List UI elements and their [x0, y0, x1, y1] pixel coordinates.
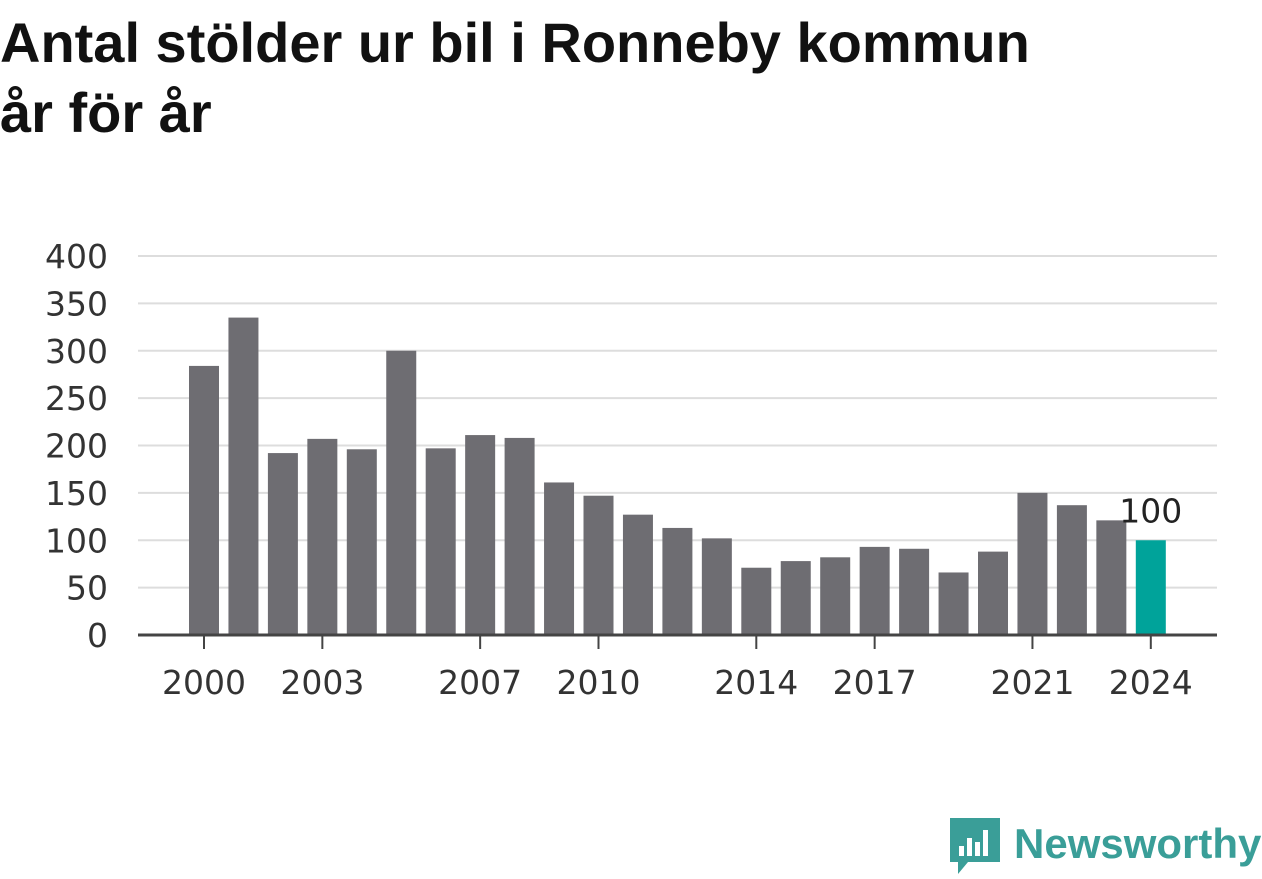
x-tick-label: 2024 — [1109, 663, 1193, 702]
y-tick-label: 350 — [45, 284, 108, 323]
newsworthy-logo: Newsworthy — [950, 818, 1261, 878]
y-tick-label: 0 — [87, 616, 108, 655]
bar-2021 — [1017, 492, 1048, 635]
bar-2000 — [189, 365, 219, 635]
bar-2015 — [780, 561, 811, 635]
y-tick-label: 100 — [45, 521, 108, 560]
bar-2010 — [583, 495, 614, 635]
x-tick-label: 2014 — [714, 663, 798, 702]
y-tick-label: 200 — [45, 427, 108, 466]
newsworthy-logo-icon — [950, 818, 1000, 874]
x-tick-label: 2000 — [162, 663, 246, 702]
y-tick-label: 300 — [45, 332, 108, 371]
bar-2007 — [465, 435, 496, 635]
gridlines — [138, 255, 1217, 589]
bar-2005 — [386, 350, 417, 635]
x-tick-label: 2007 — [438, 663, 522, 702]
y-axis-tick-labels: 0 50 100 150 200 250 300 350 400 — [45, 237, 108, 655]
x-tick-label: 2010 — [557, 663, 641, 702]
bar-2013 — [701, 538, 732, 635]
bar-2001 — [228, 317, 259, 635]
bar-2003 — [307, 438, 338, 635]
bars — [189, 317, 1166, 635]
bar-2020 — [978, 551, 1008, 635]
bar-2014 — [741, 567, 772, 635]
y-tick-label: 400 — [45, 237, 108, 276]
bar-2016 — [820, 557, 851, 635]
bar-2002 — [267, 453, 298, 635]
bar-2006 — [425, 448, 456, 635]
x-tick-label: 2003 — [280, 663, 364, 702]
y-tick-label: 150 — [45, 474, 108, 513]
y-tick-label: 50 — [66, 569, 108, 608]
chart-title: Antal stölder ur bil i Ronneby kommun år… — [0, 8, 1250, 148]
chart-title-line-1: Antal stölder ur bil i Ronneby kommun — [0, 11, 1030, 74]
bar-2011 — [622, 514, 653, 635]
bar-2008 — [504, 437, 535, 635]
chart-title-line-2: år för år — [0, 81, 212, 144]
bar-2009 — [544, 482, 575, 635]
x-tick-label: 2021 — [990, 663, 1074, 702]
bar-2019 — [938, 572, 969, 635]
data-labels: 100 — [1119, 491, 1182, 530]
bar-2018 — [899, 548, 930, 635]
bar-2023 — [1096, 520, 1127, 635]
bar-2024 — [1135, 540, 1166, 635]
bar-2022 — [1056, 505, 1087, 635]
y-tick-label: 250 — [45, 379, 108, 418]
bar-2012 — [662, 527, 693, 635]
x-axis-tick-labels: 2000 2003 2007 2010 2014 2017 2021 2024 — [162, 635, 1193, 702]
bar-2017 — [859, 546, 890, 635]
bar-2004 — [346, 449, 377, 635]
brand-name: Newsworthy — [1014, 820, 1262, 867]
x-tick-label: 2017 — [833, 663, 917, 702]
data-label-highlight: 100 — [1119, 491, 1182, 530]
